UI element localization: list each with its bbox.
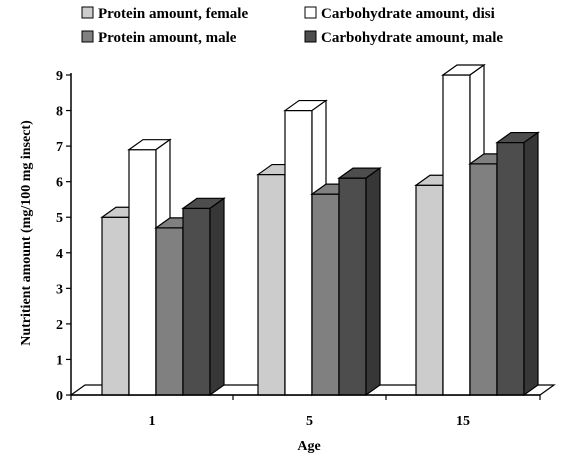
y-tick-label: 9 bbox=[56, 69, 63, 84]
x-tick-label: 1 bbox=[149, 414, 156, 429]
y-tick-label: 8 bbox=[56, 105, 63, 120]
x-tick-label: 15 bbox=[456, 414, 470, 429]
legend-label: Protein amount, male bbox=[98, 30, 237, 46]
legend-swatch bbox=[304, 6, 317, 19]
bars bbox=[100, 63, 540, 397]
legend-swatch bbox=[81, 30, 94, 43]
y-tick-label: 4 bbox=[56, 247, 63, 262]
x-tick-label: 5 bbox=[306, 414, 313, 429]
y-tick-label: 2 bbox=[56, 318, 63, 333]
bar bbox=[181, 197, 226, 397]
y-tick-label: 6 bbox=[56, 176, 63, 191]
legend-item: Protein amount, female bbox=[81, 6, 248, 22]
legend-label: Carbohydrate amount, male bbox=[321, 30, 503, 46]
y-tick-label: 3 bbox=[56, 282, 63, 297]
y-tick-label: 0 bbox=[56, 389, 63, 404]
y-axis-label: Nutritient amount (mg/100 mg insect) bbox=[19, 120, 34, 346]
legend: Protein amount, female Protein amount, ma… bbox=[81, 6, 503, 46]
y-axis: 0 1 2 3 4 5 6 7 8 9 bbox=[56, 69, 72, 404]
legend-item: Protein amount, male bbox=[81, 30, 237, 46]
x-axis: 1 5 15 bbox=[70, 394, 541, 429]
legend-item: Carbohydrate amount, disi bbox=[304, 6, 495, 22]
y-tick-label: 7 bbox=[56, 140, 63, 155]
y-tick-label: 1 bbox=[56, 353, 63, 368]
legend-swatch bbox=[81, 6, 94, 19]
legend-item: Carbohydrate amount, male bbox=[304, 30, 503, 46]
y-tick-label: 5 bbox=[56, 211, 63, 226]
x-axis-label: Age bbox=[297, 439, 320, 454]
legend-label: Carbohydrate amount, disi bbox=[321, 6, 495, 22]
bar bbox=[495, 131, 540, 397]
legend-swatch bbox=[304, 30, 317, 43]
legend-label: Protein amount, female bbox=[98, 6, 248, 22]
bar bbox=[337, 166, 382, 397]
